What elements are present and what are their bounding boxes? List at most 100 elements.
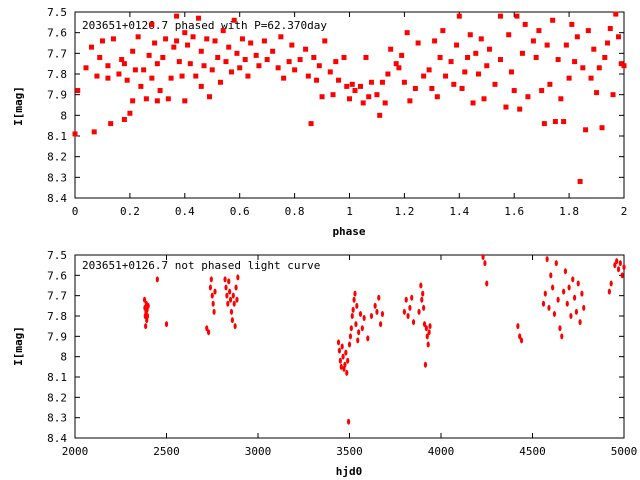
data-point	[352, 296, 356, 303]
data-point	[467, 32, 473, 38]
data-point	[292, 67, 298, 73]
data-point	[533, 54, 539, 60]
data-point	[311, 54, 317, 60]
data-point	[171, 44, 177, 50]
data-point	[572, 59, 578, 65]
data-point	[373, 302, 377, 309]
data-point	[242, 57, 248, 63]
data-point	[154, 61, 160, 67]
data-point	[610, 92, 616, 98]
data-point	[116, 71, 122, 77]
data-point	[208, 284, 213, 291]
data-point	[230, 317, 234, 324]
data-point	[231, 17, 237, 23]
data-point	[289, 42, 295, 48]
data-point	[459, 85, 465, 91]
data-point	[232, 300, 236, 307]
data-point	[429, 85, 435, 91]
data-point	[207, 94, 213, 100]
data-point	[135, 34, 141, 40]
data-point	[253, 52, 259, 58]
data-point	[519, 337, 524, 344]
plot2-x-tick-label: 3000	[245, 445, 272, 458]
data-point	[422, 321, 427, 328]
data-point	[621, 63, 627, 69]
data-point	[427, 329, 431, 336]
data-point	[345, 369, 349, 376]
plot1-x-tick-label: 0.2	[120, 205, 140, 218]
data-point	[210, 292, 214, 299]
data-point	[105, 75, 111, 81]
data-point	[388, 46, 394, 52]
data-point	[154, 98, 160, 104]
data-point	[346, 357, 350, 364]
plot2-y-tick-label: 7.7	[47, 290, 67, 303]
data-point	[569, 21, 575, 27]
data-point	[547, 304, 551, 311]
plot2-x-tick-label: 5000	[611, 445, 638, 458]
data-point	[552, 310, 557, 317]
data-point	[198, 48, 204, 54]
data-point	[204, 36, 210, 42]
data-point	[108, 121, 114, 127]
data-point	[551, 284, 555, 291]
data-point	[607, 288, 611, 295]
data-point	[421, 73, 427, 79]
data-point	[239, 36, 245, 42]
plot1-x-tick-label: 0.8	[285, 205, 305, 218]
data-point	[141, 67, 147, 73]
data-point	[227, 278, 231, 285]
data-point	[618, 61, 624, 67]
data-point	[360, 100, 366, 106]
data-point	[344, 349, 348, 356]
data-point	[182, 98, 188, 104]
data-point	[305, 73, 311, 79]
data-point	[511, 88, 517, 94]
data-point	[187, 61, 193, 67]
data-point	[314, 77, 320, 83]
data-point	[358, 310, 363, 317]
data-point	[346, 418, 351, 425]
phased-light-curve-plot: 203651+0126.7 phased with P=62.370day ph…	[12, 6, 627, 238]
data-point	[264, 57, 270, 63]
data-point	[145, 313, 150, 319]
data-point	[297, 57, 303, 63]
data-point	[343, 361, 347, 368]
data-point	[121, 61, 127, 67]
data-point	[462, 69, 468, 75]
data-point	[588, 75, 594, 81]
plot2-y-tick-label: 8	[60, 351, 67, 364]
data-point	[549, 272, 553, 279]
data-point	[558, 96, 564, 102]
data-point	[539, 88, 545, 94]
data-point	[518, 333, 522, 340]
data-point	[226, 44, 232, 50]
plot2-title: 203651+0126.7 not phased light curve	[82, 259, 320, 272]
data-point	[248, 40, 254, 46]
data-point	[363, 54, 369, 60]
data-point	[550, 17, 556, 23]
data-point	[571, 276, 575, 283]
data-point	[408, 304, 412, 311]
plot2-y-axis-title: I[mag]	[12, 326, 25, 366]
data-point	[399, 52, 405, 58]
data-point	[155, 276, 159, 283]
plot1-x-tick-label: 2	[621, 205, 628, 218]
data-point	[580, 290, 584, 297]
data-point	[567, 284, 571, 291]
data-point	[348, 333, 353, 340]
data-point	[316, 63, 322, 69]
data-point	[281, 75, 287, 81]
data-point	[517, 106, 523, 112]
data-point	[349, 325, 353, 332]
data-point	[83, 65, 89, 71]
data-point	[261, 38, 267, 44]
data-point	[339, 363, 343, 370]
data-point	[379, 79, 385, 85]
data-point	[231, 292, 235, 299]
plot1-y-tick-label: 8	[60, 109, 67, 122]
data-point	[357, 329, 361, 336]
data-point	[160, 54, 166, 60]
data-point	[333, 59, 339, 65]
data-point	[481, 96, 487, 102]
